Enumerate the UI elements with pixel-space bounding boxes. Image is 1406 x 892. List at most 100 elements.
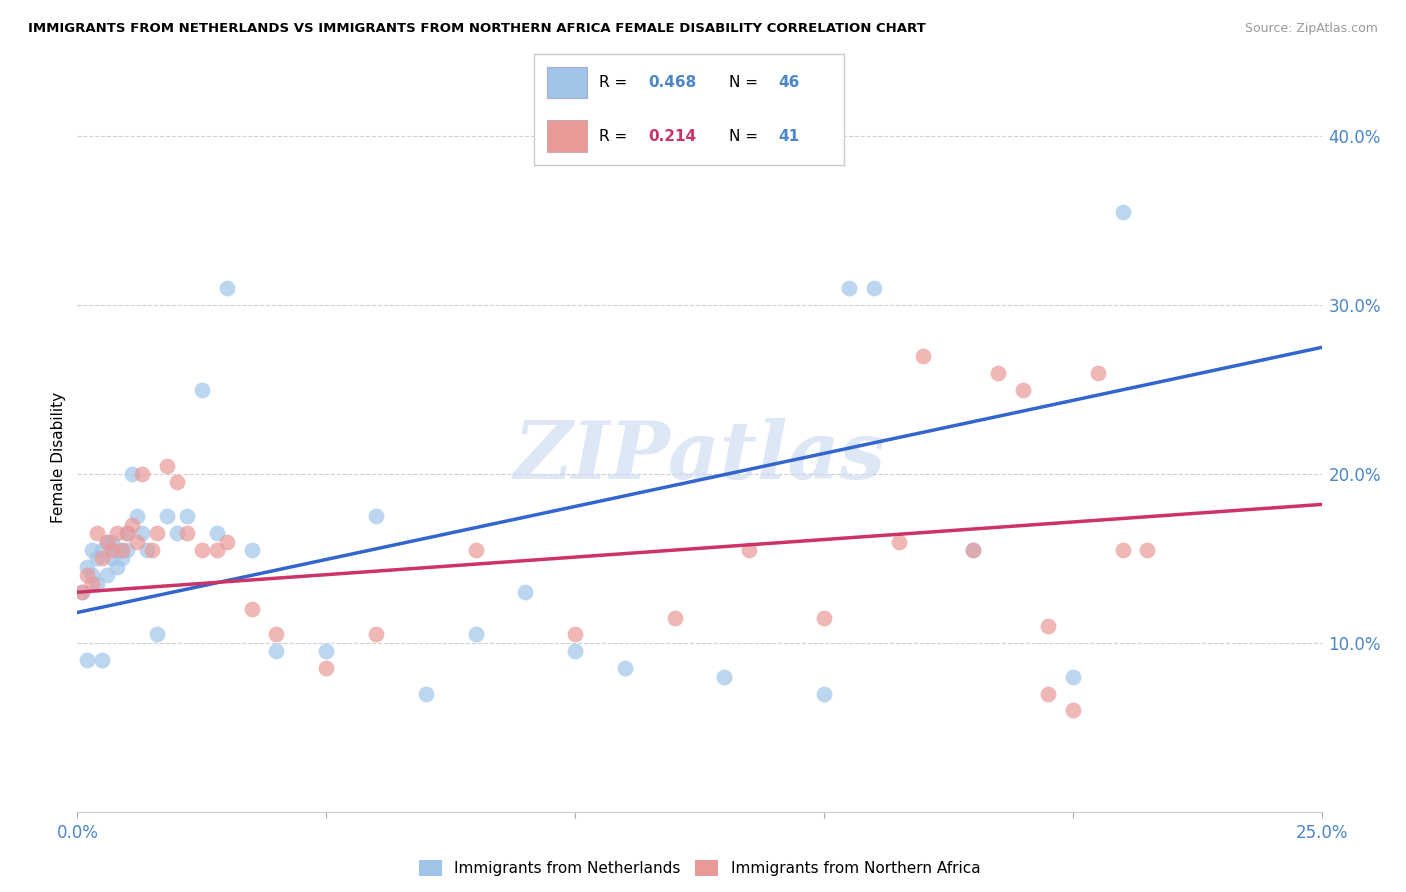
Point xyxy=(146,627,169,641)
Point xyxy=(96,568,118,582)
Point xyxy=(813,687,835,701)
Point xyxy=(887,534,910,549)
Point xyxy=(72,585,94,599)
Point xyxy=(111,543,134,558)
Point xyxy=(266,644,288,658)
Point xyxy=(364,509,387,524)
Point xyxy=(166,475,188,490)
Point xyxy=(205,526,228,541)
Point xyxy=(912,349,935,363)
Point xyxy=(101,534,124,549)
Point xyxy=(105,543,128,558)
Point xyxy=(96,534,118,549)
Point xyxy=(613,661,636,675)
Point xyxy=(115,543,138,558)
Point xyxy=(962,543,984,558)
Point xyxy=(76,560,98,574)
Point xyxy=(136,543,159,558)
Point xyxy=(125,509,148,524)
Text: R =: R = xyxy=(599,75,633,90)
Point xyxy=(91,543,114,558)
Point xyxy=(240,543,263,558)
Point xyxy=(191,543,214,558)
Point xyxy=(838,281,860,295)
Point xyxy=(111,551,134,566)
Text: IMMIGRANTS FROM NETHERLANDS VS IMMIGRANTS FROM NORTHERN AFRICA FEMALE DISABILITY: IMMIGRANTS FROM NETHERLANDS VS IMMIGRANT… xyxy=(28,22,927,36)
Point xyxy=(91,653,114,667)
Point xyxy=(315,644,337,658)
Point xyxy=(86,551,108,566)
Point xyxy=(146,526,169,541)
Point xyxy=(1062,703,1084,717)
Point xyxy=(664,610,686,624)
Text: 0.214: 0.214 xyxy=(648,128,697,144)
Point xyxy=(713,670,735,684)
Point xyxy=(76,568,98,582)
Point xyxy=(91,551,114,566)
Point xyxy=(962,543,984,558)
Point xyxy=(82,568,104,582)
Point xyxy=(1087,366,1109,380)
Point xyxy=(1136,543,1159,558)
Point xyxy=(72,585,94,599)
Point xyxy=(464,627,486,641)
Point xyxy=(105,526,128,541)
Point xyxy=(1062,670,1084,684)
Point xyxy=(191,383,214,397)
Text: 0.468: 0.468 xyxy=(648,75,697,90)
Text: N =: N = xyxy=(730,128,763,144)
Point xyxy=(115,526,138,541)
Legend: Immigrants from Netherlands, Immigrants from Northern Africa: Immigrants from Netherlands, Immigrants … xyxy=(412,854,987,882)
Point xyxy=(176,526,198,541)
Point xyxy=(121,467,143,481)
Point xyxy=(215,281,238,295)
Point xyxy=(364,627,387,641)
Point xyxy=(1111,205,1133,219)
Point xyxy=(1111,543,1133,558)
Point xyxy=(156,509,179,524)
Point xyxy=(82,576,104,591)
Point xyxy=(105,560,128,574)
Text: ZIPatlas: ZIPatlas xyxy=(513,418,886,496)
Point xyxy=(415,687,437,701)
Point xyxy=(141,543,163,558)
Point xyxy=(86,526,108,541)
Text: 46: 46 xyxy=(779,75,800,90)
Point xyxy=(987,366,1010,380)
Point xyxy=(564,627,586,641)
Point xyxy=(564,644,586,658)
Point xyxy=(101,543,124,558)
Y-axis label: Female Disability: Female Disability xyxy=(51,392,66,523)
Point xyxy=(166,526,188,541)
FancyBboxPatch shape xyxy=(547,120,586,152)
Point xyxy=(125,534,148,549)
Text: N =: N = xyxy=(730,75,763,90)
Point xyxy=(131,467,153,481)
Point xyxy=(266,627,288,641)
Point xyxy=(515,585,537,599)
FancyBboxPatch shape xyxy=(547,67,586,98)
Point xyxy=(111,543,134,558)
Point xyxy=(156,458,179,473)
Point xyxy=(115,526,138,541)
Point xyxy=(1036,619,1059,633)
Point xyxy=(315,661,337,675)
Point xyxy=(1036,687,1059,701)
Text: Source: ZipAtlas.com: Source: ZipAtlas.com xyxy=(1244,22,1378,36)
Point xyxy=(82,543,104,558)
Text: R =: R = xyxy=(599,128,633,144)
Point xyxy=(76,653,98,667)
Point xyxy=(101,551,124,566)
Point xyxy=(215,534,238,549)
Point xyxy=(205,543,228,558)
Point xyxy=(464,543,486,558)
Point xyxy=(96,534,118,549)
Point xyxy=(1012,383,1035,397)
Point xyxy=(86,576,108,591)
Point xyxy=(862,281,884,295)
Point xyxy=(240,602,263,616)
Text: 41: 41 xyxy=(779,128,800,144)
Point xyxy=(176,509,198,524)
Point xyxy=(131,526,153,541)
Point xyxy=(813,610,835,624)
